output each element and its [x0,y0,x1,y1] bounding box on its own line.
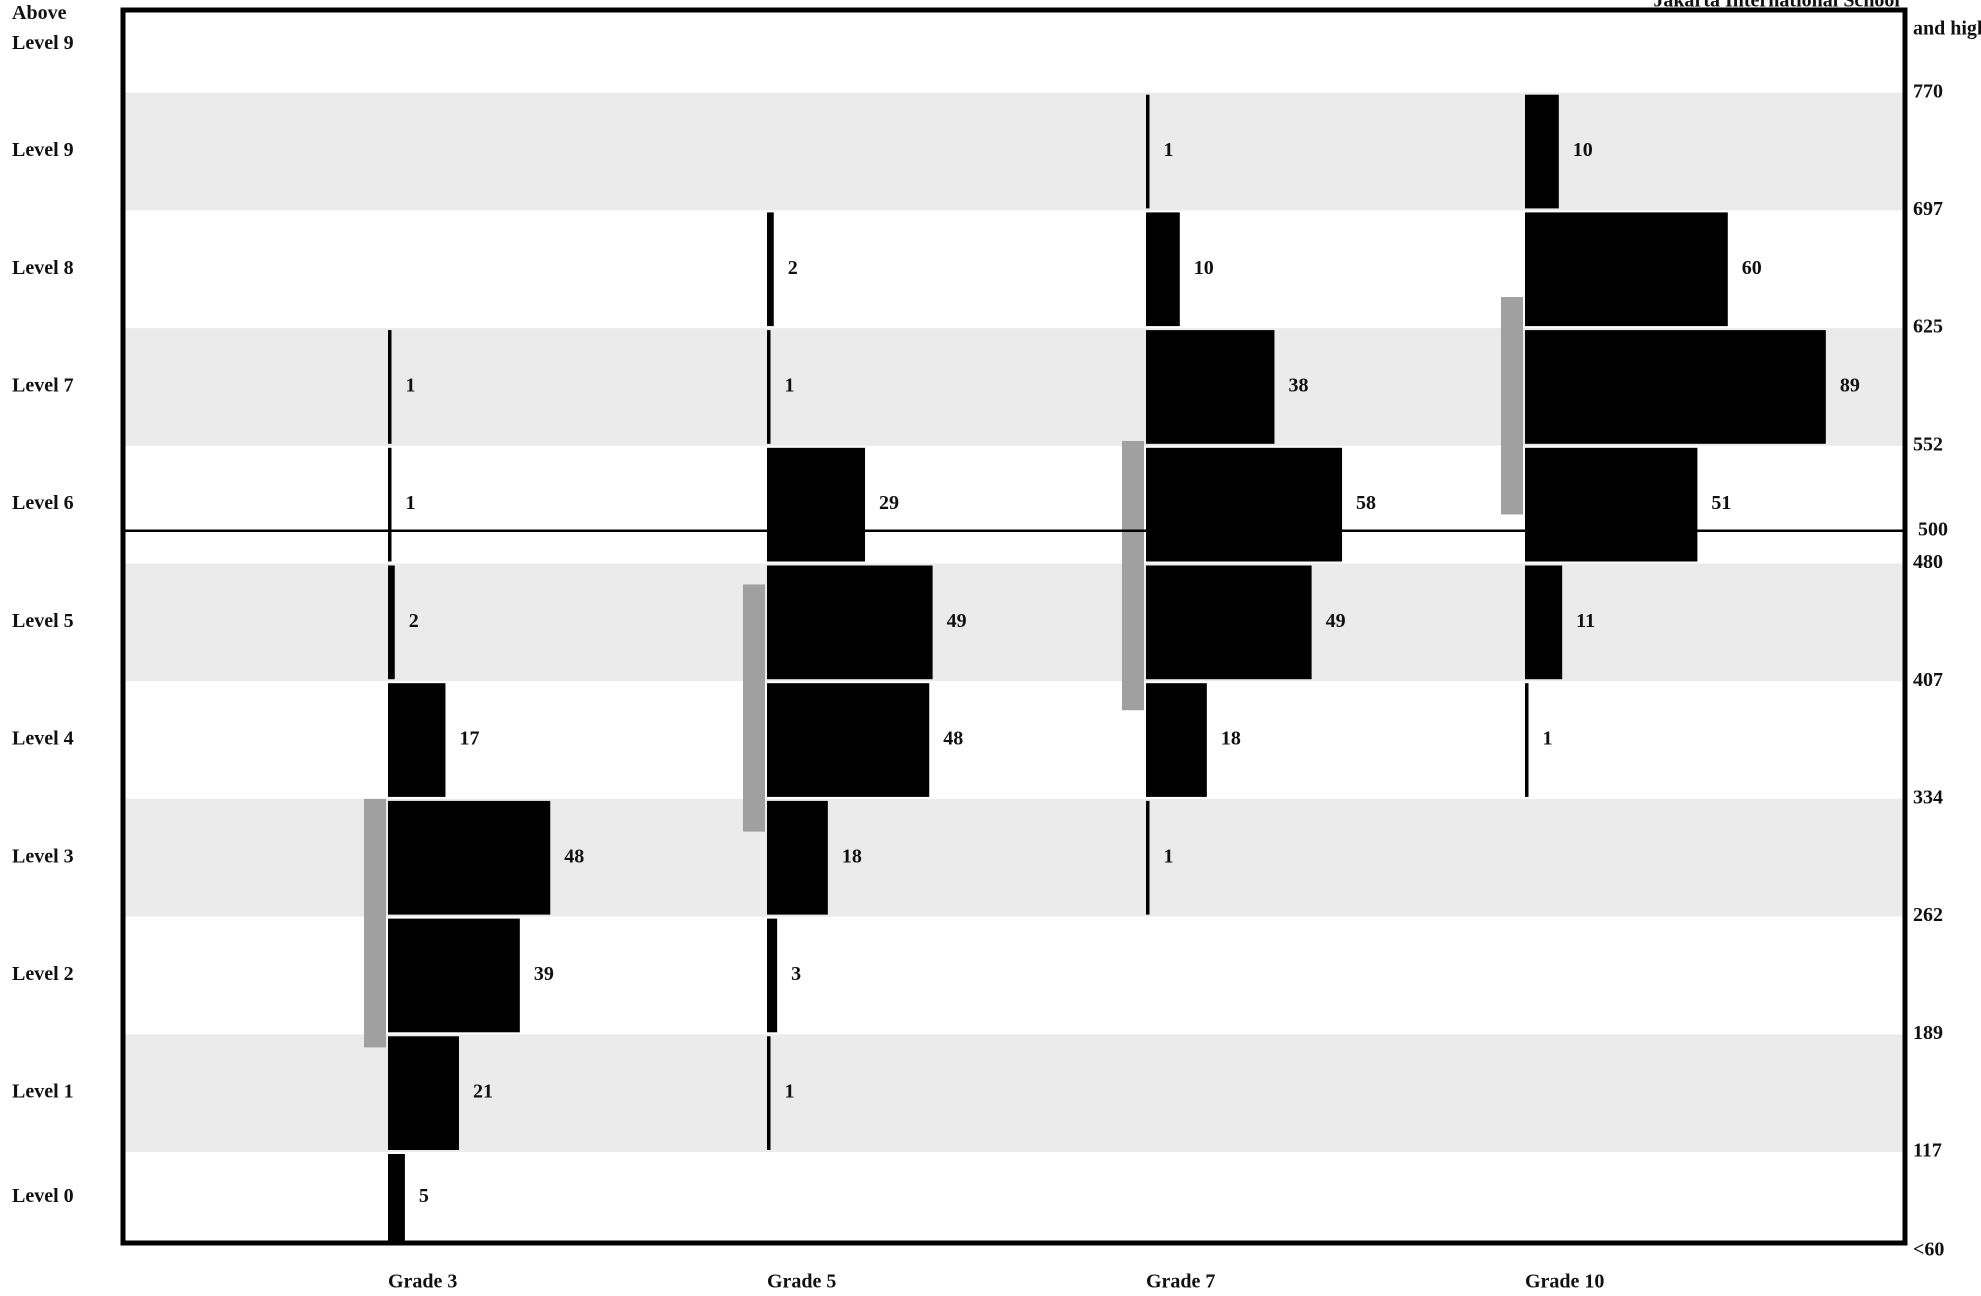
value-label: 60 [1742,257,1762,279]
value-label: 18 [1221,728,1241,750]
value-label: 49 [947,610,967,632]
y-tick-label: 625 [1913,316,1943,338]
y-tick-label: <60 [1913,1239,1944,1261]
bar [1146,212,1180,327]
value-label: 10 [1194,257,1214,279]
top-label: and higher [1913,18,1981,40]
bar [1525,94,1559,209]
range-bar [1501,297,1523,515]
value-label: 1 [1164,139,1174,161]
y-tick-label: 334 [1913,786,1943,808]
x-tick-label: Grade 10 [1525,1271,1604,1293]
value-label: 2 [788,257,798,279]
bar [1525,683,1529,797]
value-label: 1 [785,375,795,397]
value-label: 51 [1711,492,1731,514]
bar [388,330,392,444]
bar [1146,800,1150,915]
value-label: 17 [459,728,479,750]
value-label: 48 [564,845,584,867]
bar [388,683,446,797]
bar [388,800,551,915]
bar [1146,330,1275,444]
bar [1525,565,1563,680]
y-tick-label: 262 [1913,904,1943,926]
bar [767,800,828,915]
range-bar [364,798,386,1048]
value-label: 11 [1576,610,1595,632]
value-label: 2 [409,610,419,632]
bar [767,1036,771,1150]
level-label: Level 9 [12,139,74,161]
bar [767,918,778,1033]
level-label: Above Level 9 [12,2,74,54]
frame [120,7,1908,1246]
school-name: Jakarta International School [1653,0,1900,12]
y-tick-label: 770 [1913,80,1943,102]
value-label: 1 [406,375,416,397]
bar [1146,447,1343,562]
y-tick-label: 189 [1913,1022,1943,1044]
y-tick-label: 552 [1913,433,1943,455]
level-label: Level 1 [12,1081,74,1103]
value-label: 10 [1573,139,1593,161]
value-label: 3 [791,963,801,985]
value-label: 1 [1543,728,1553,750]
reference-label: 500 [1918,518,1948,540]
value-label: 89 [1840,375,1860,397]
value-label: 21 [473,1081,493,1103]
value-label: 18 [842,845,862,867]
bar [1146,683,1207,797]
bar [388,565,395,680]
value-label: 58 [1356,492,1376,514]
bar [1525,447,1698,562]
level-label-line: Level 9 [12,32,74,54]
bar [388,447,392,562]
x-tick-label: Grade 5 [767,1271,836,1293]
value-label: 1 [785,1081,795,1103]
y-tick-label: 480 [1913,551,1943,573]
value-label: 5 [419,1185,429,1207]
x-tick-label: Grade 7 [1146,1271,1215,1293]
bar [767,330,771,444]
level-label-line: Above [12,2,67,24]
y-tick-label: 407 [1913,669,1943,691]
value-label: 39 [534,963,554,985]
bar [1525,212,1728,327]
bar [767,447,866,562]
level-label: Level 2 [12,963,74,985]
level-label: Level 4 [12,728,74,750]
bar [388,1154,405,1241]
bar [388,918,520,1033]
bar [1525,330,1826,444]
value-label: 29 [879,492,899,514]
x-tick-label: Grade 3 [388,1271,457,1293]
level-band [123,563,1905,682]
level-label: Level 8 [12,257,74,279]
value-label: 49 [1326,610,1346,632]
bar [767,683,930,797]
range-bar [1122,440,1144,711]
value-label: 48 [943,728,963,750]
bar [767,212,774,327]
bar [767,565,933,680]
level-label: Level 7 [12,375,74,397]
value-label: 1 [1164,845,1174,867]
level-label: Level 0 [12,1185,74,1207]
level-band [123,92,1905,211]
level-label: Level 6 [12,492,74,514]
y-tick-label: 117 [1913,1140,1942,1162]
bar [388,1036,459,1150]
level-label: Level 3 [12,845,74,867]
range-bar [743,584,765,832]
bar [1146,565,1312,680]
y-tick-label: 697 [1913,198,1943,220]
value-label: 1 [406,492,416,514]
value-label: 38 [1288,375,1308,397]
bar [1146,94,1150,209]
level-label: Level 5 [12,610,74,632]
